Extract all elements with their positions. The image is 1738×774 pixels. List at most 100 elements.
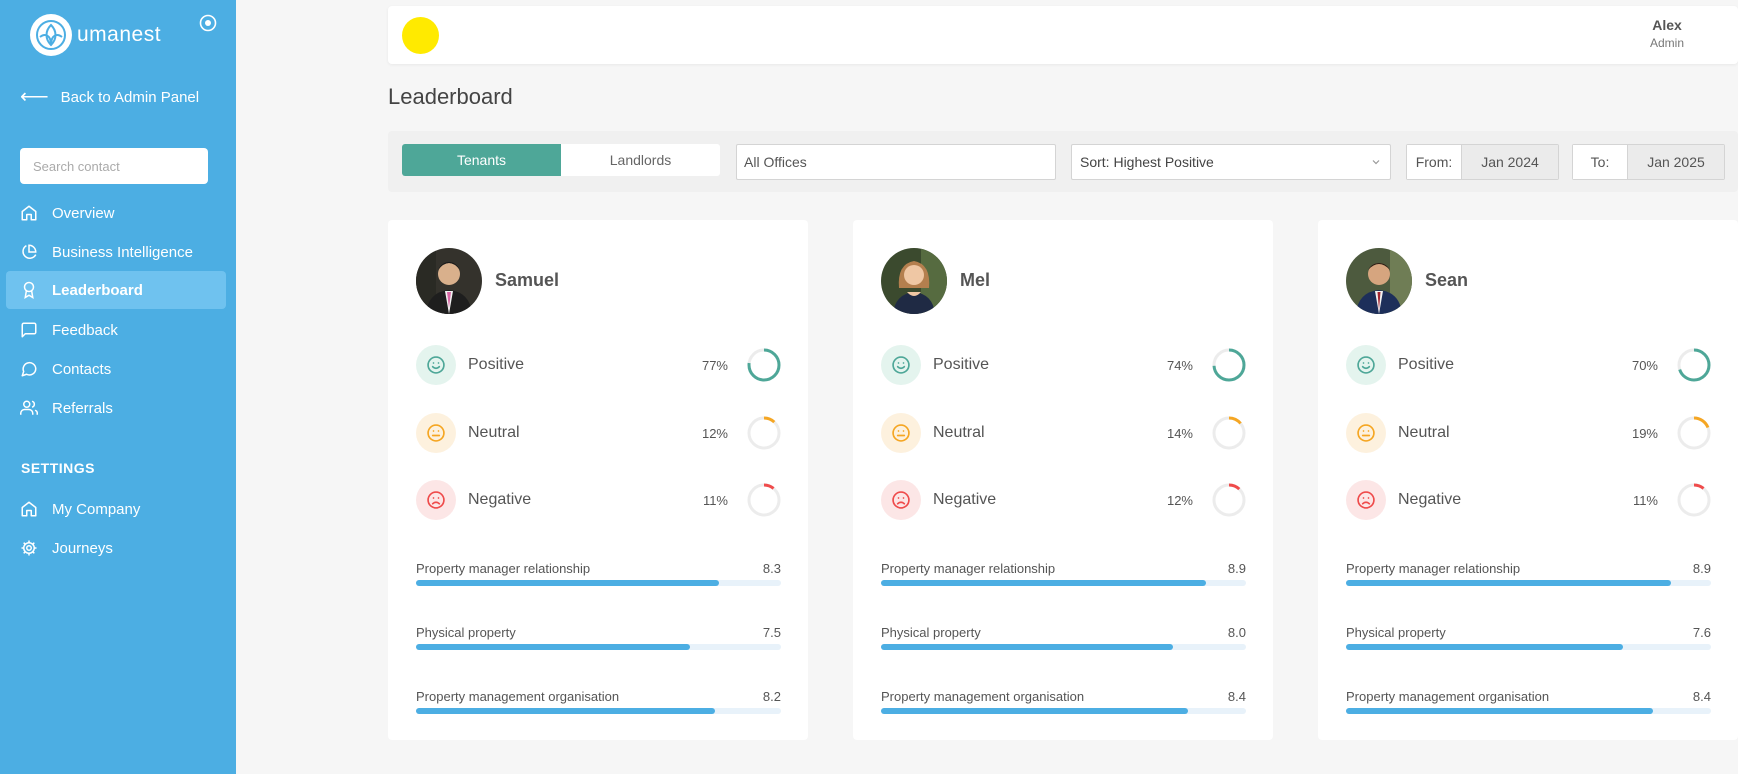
employee-name: Mel [960,270,991,290]
user-menu[interactable]: Alex Admin [1650,17,1684,50]
sidebar-item-overview[interactable]: Overview [6,194,226,232]
neutral-ring [1677,416,1711,450]
sort-dropdown[interactable]: Sort: Highest Positive [1071,144,1391,180]
home-icon [21,501,37,517]
metric-bar-fill [1346,644,1624,650]
sidebar-item-contacts[interactable]: Contacts [6,350,226,388]
metric-bar [416,644,781,650]
award-icon [23,281,35,299]
ring-fill [1677,348,1711,382]
metric-score: 8.9 [1692,561,1711,576]
sentiment-label: Positive [933,356,990,373]
avatar [416,248,482,314]
sentiment-neutral: Neutral 14% [881,413,1247,453]
pie-chart-icon [22,244,37,259]
metric-bar [416,580,781,586]
metric-property-management-organisation: Property management organisation 8.2 [416,689,781,714]
sidebar-item-feedback[interactable]: Feedback [6,311,226,349]
smile-icon [881,345,921,385]
sentiment-positive: Positive 77% [416,345,782,385]
sentiment-percent: 19% [1631,425,1658,441]
sentiment-negative: Negative 11% [1346,480,1712,520]
message-square-icon [21,322,37,338]
ring-track [747,416,781,450]
to-date-picker[interactable]: Jan 2025 [1628,145,1724,179]
office-filter-input[interactable]: All Offices [736,144,1056,180]
filter-bar: Tenants Landlords All Offices Sort: High… [388,131,1738,192]
leaderboard-card: Mel Positive 74% Neutral 14% Negative 12… [853,220,1273,740]
gear-icon [21,540,37,556]
metric-physical-property: Physical property 7.6 [1346,625,1711,650]
ring-fill [747,348,781,382]
top-bar: Alex Admin [388,6,1738,64]
page-title: Leaderboard [388,84,513,109]
frown-icon [416,480,456,520]
sidebar-item-leaderboard[interactable]: Leaderboard [6,271,226,309]
message-circle-icon [21,361,37,377]
contact-type-toggle: Tenants Landlords [402,144,720,176]
metric-bar [1346,580,1711,586]
sidebar-item-my-company[interactable]: My Company [6,490,226,528]
metric-label: Property manager relationship [881,561,1056,576]
ring-fill [747,416,781,450]
sentiment-positive: Positive 70% [1346,345,1712,385]
sidebar-item-journeys[interactable]: Journeys [6,529,226,567]
sentiment-label: Positive [468,356,525,373]
sentiment-neutral: Neutral 12% [416,413,782,453]
leaderboard-card: Sean Positive 70% Neutral 19% Negative 1… [1318,220,1738,740]
sentiment-percent: 14% [1166,425,1193,441]
metric-bar [881,708,1246,714]
logo-text: umanest [77,23,162,46]
metric-bar [881,580,1246,586]
negative-ring [1212,483,1246,517]
metric-bar-fill [881,580,1206,586]
user-name: Alex [1652,17,1682,33]
smile-icon [416,345,456,385]
metric-bar-fill [416,708,716,714]
tab-tenants[interactable]: Tenants [402,144,561,176]
tab-landlords[interactable]: Landlords [609,152,672,168]
sidebar-item-label: Business Intelligence [52,243,193,261]
sentiment-label: Positive [1398,356,1455,373]
sidebar-item-label: Leaderboard [52,281,143,299]
logo[interactable]: umanest [30,14,161,56]
collapse-sidebar-icon[interactable] [199,14,217,32]
logo-icon [30,14,72,56]
sentiment-percent: 12% [1166,492,1193,508]
metric-bar [881,644,1246,650]
metric-label: Property management organisation [416,689,620,704]
ring-track [747,483,781,517]
negative-ring [747,483,781,517]
to-label: To: [1573,145,1628,179]
from-date-picker[interactable]: Jan 2024 [1462,145,1558,179]
company-logo-icon [402,17,439,54]
ring-fill [1212,416,1246,450]
back-to-admin-link[interactable]: ⟵ Back to Admin Panel [20,87,199,107]
metric-property-manager-relationship: Property manager relationship 8.3 [416,561,781,586]
metric-label: Property manager relationship [416,561,591,576]
sentiment-label: Neutral [468,424,520,441]
metric-bar-fill [1346,580,1671,586]
metric-bar-fill [881,708,1188,714]
metric-score: 8.2 [762,689,781,704]
metric-label: Physical property [416,625,516,640]
employee-name: Sean [1425,270,1469,290]
arrow-left-icon: ⟵ [20,86,49,108]
search-input[interactable] [20,148,208,184]
sidebar-item-label: Referrals [52,399,113,417]
ring-fill [1212,483,1246,517]
metric-property-manager-relationship: Property manager relationship 8.9 [1346,561,1711,586]
chevron-down-icon [1372,160,1380,165]
sidebar-item-referrals[interactable]: Referrals [6,389,226,427]
metric-property-manager-relationship: Property manager relationship 8.9 [881,561,1246,586]
metric-bar-fill [881,644,1173,650]
ring-fill [1677,483,1711,517]
from-label: From: [1407,145,1462,179]
sentiment-percent: 77% [701,357,728,373]
positive-ring [1677,348,1711,382]
metric-label: Property management organisation [881,689,1085,704]
positive-ring [747,348,781,382]
to-date-group: To: Jan 2025 [1572,144,1725,180]
avatar [881,248,947,314]
sidebar-item-business-intelligence[interactable]: Business Intelligence [6,233,226,271]
